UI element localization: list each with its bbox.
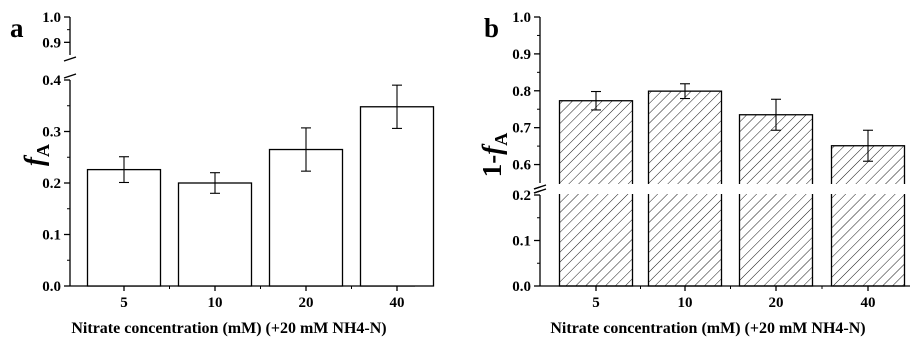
y-tick-label: 0.2 <box>512 188 531 204</box>
bar-20 <box>268 148 344 287</box>
bar-5 <box>86 168 162 287</box>
y-tick-label: 0.1 <box>512 234 531 250</box>
bar-10 <box>177 182 253 287</box>
panel-b: 0.0 0.1 0.2 0.6 0.7 0.8 0.9 1.0 5 10 20 40 Nitrate… <box>477 10 911 337</box>
panel-a-y-axis-title: fA <box>19 144 53 166</box>
x-tick-label-5: 5 <box>120 295 128 311</box>
panel-a-x-ticks: 5 10 20 40 <box>120 286 405 311</box>
panel-a: 0.0 0.1 0.2 0.3 0.4 0.9 1.0 5 10 20 40 Nitrate co… <box>19 10 435 337</box>
panel-a-y-axis-sub: A <box>33 144 53 157</box>
x-tick-label-40: 40 <box>390 295 405 311</box>
y-tick-label: 0.4 <box>42 73 61 89</box>
y-tick-label: 0.6 <box>512 158 531 174</box>
axis-break-mark <box>63 73 77 79</box>
panel-b-y-axis-sub: A <box>491 133 511 146</box>
axis-break-mark <box>533 188 547 194</box>
axis-break-gap <box>541 184 911 194</box>
x-tick-label-5: 5 <box>592 295 600 311</box>
bar-20 <box>738 114 814 287</box>
x-tick-label-10: 10 <box>208 295 223 311</box>
panel-a-x-axis-title: Nitrate concentration (mM) (+20 mM NH4-N… <box>71 320 386 337</box>
y-tick-label: 0.7 <box>512 121 531 137</box>
panel-a-letter: a <box>10 13 24 43</box>
panel-a-y-ticks: 0.0 0.1 0.2 0.3 0.4 0.9 1.0 <box>42 10 70 295</box>
panel-b-letter: b <box>484 13 499 43</box>
x-tick-label-20: 20 <box>769 295 784 311</box>
panel-b-bars <box>533 83 911 287</box>
axis-break-mark <box>63 56 77 62</box>
panel-b-x-ticks: 5 10 20 40 <box>592 286 876 311</box>
y-tick-label: 0.1 <box>42 228 61 244</box>
axis-break-mark <box>533 184 547 190</box>
panel-b-y-axis-one: 1- <box>477 155 507 178</box>
x-tick-label-10: 10 <box>678 295 693 311</box>
y-tick-label: 0.9 <box>512 47 531 63</box>
bar-40 <box>830 145 906 287</box>
panel-b-x-axis-title: Nitrate concentration (mM) (+20 mM NH4-N… <box>550 320 865 337</box>
y-tick-label: 0.9 <box>42 35 61 51</box>
panel-a-bars <box>86 84 435 287</box>
y-tick-label: 0.0 <box>42 279 61 295</box>
x-tick-label-20: 20 <box>299 295 314 311</box>
bar-40 <box>359 106 435 287</box>
y-tick-label: 0.0 <box>512 279 531 295</box>
panel-b-y-ticks: 0.0 0.1 0.2 0.6 0.7 0.8 0.9 1.0 <box>512 10 540 295</box>
y-tick-label: 1.0 <box>512 10 531 26</box>
y-tick-label: 1.0 <box>42 10 61 26</box>
y-tick-label: 0.8 <box>512 84 531 100</box>
y-tick-label: 0.3 <box>42 125 61 141</box>
panel-b-y-axis-title: 1-fA <box>477 133 511 178</box>
x-tick-label-40: 40 <box>861 295 876 311</box>
y-tick-label: 0.2 <box>42 176 61 192</box>
